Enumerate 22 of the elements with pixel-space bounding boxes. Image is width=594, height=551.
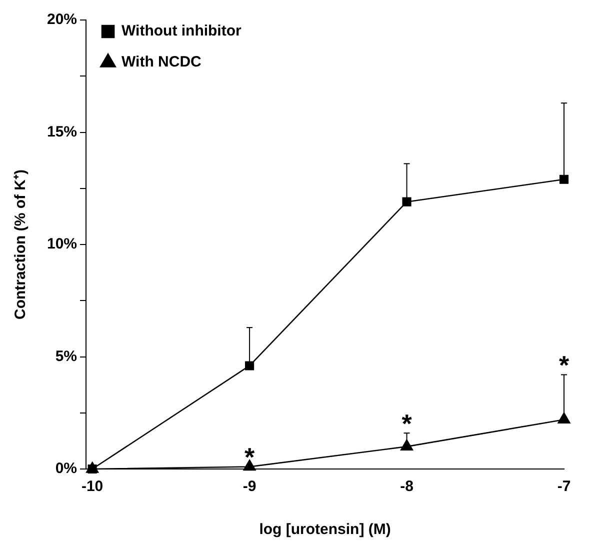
x-tick-label: -7 bbox=[557, 478, 571, 496]
point bbox=[245, 361, 254, 370]
annotation: * bbox=[402, 408, 413, 438]
x-tick-label: -9 bbox=[242, 478, 256, 496]
point bbox=[243, 460, 256, 471]
y-tick-label: 0% bbox=[55, 460, 78, 478]
y-tick-label: 5% bbox=[55, 348, 78, 365]
y-tick-label: 15% bbox=[46, 123, 78, 140]
annotation: * bbox=[244, 442, 256, 472]
y-axis-title: Contraction (% of K⁺) bbox=[12, 170, 30, 320]
point bbox=[559, 174, 569, 184]
point bbox=[400, 439, 414, 450]
y-tick-label: 20% bbox=[46, 11, 78, 28]
x-tick-label: -8 bbox=[400, 478, 414, 496]
x-axis-title: log [urotensin] (M) bbox=[259, 521, 391, 538]
annotation: * bbox=[558, 350, 570, 380]
x-tick-label: -10 bbox=[81, 478, 104, 496]
point bbox=[402, 197, 412, 206]
point bbox=[558, 412, 570, 424]
legend-label: With NCDC bbox=[122, 54, 202, 71]
y-tick-label: 10% bbox=[46, 236, 78, 253]
legend-label: Without inhibitor bbox=[122, 22, 242, 40]
